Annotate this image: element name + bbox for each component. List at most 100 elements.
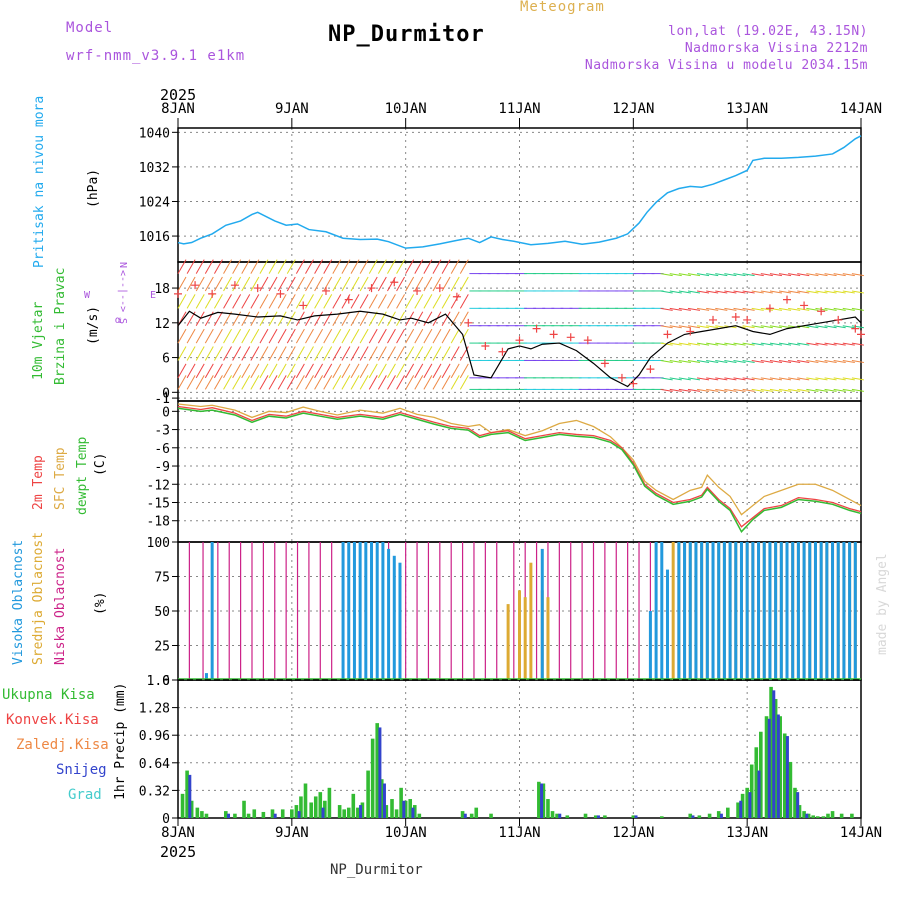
legend-total: Ukupna Kisa: [2, 687, 95, 703]
wind-barb: [751, 359, 764, 363]
wind-barb: [815, 273, 828, 277]
cloud-bar-low: [484, 542, 486, 680]
compass-e: E: [150, 290, 156, 301]
wind-barb: [459, 276, 469, 292]
precip-total-bar: [778, 716, 782, 818]
wind-barb: [441, 311, 451, 326]
cloud-bar-low: [592, 542, 595, 680]
cloud-bar-low: [188, 542, 190, 680]
wind-barb: [359, 311, 369, 326]
wind-barb: [232, 328, 242, 344]
cloud-bar-low: [473, 542, 475, 680]
precip-total-bar: [764, 716, 769, 818]
wind-barb: [441, 328, 451, 344]
x-tick-label-top: 13JAN: [726, 101, 768, 117]
wind-barb: [314, 375, 324, 390]
precip-total-bar: [583, 813, 588, 818]
precip-total-bar: [850, 813, 854, 818]
wind-barb: [368, 375, 378, 390]
wind-barb: [423, 328, 433, 344]
wind-barb: [359, 328, 369, 344]
wind-barb: [797, 273, 810, 277]
precip-total-bar: [782, 733, 787, 818]
gust-marker: [452, 292, 461, 301]
wind-barb: [232, 311, 242, 326]
y-tick-label: 1040: [139, 126, 170, 141]
precip-total-bar: [749, 764, 754, 818]
precip-total-bar: [773, 698, 778, 818]
precip-total-bar: [460, 811, 465, 818]
cloud-bar-low: [496, 542, 498, 680]
wind-barb: [377, 363, 387, 379]
precip-total-bar: [474, 807, 479, 818]
wind-barb: [669, 388, 682, 392]
gust-marker: [321, 286, 330, 295]
wind-barb: [724, 307, 737, 311]
wind-barb: [341, 363, 351, 379]
wind-barb: [350, 346, 360, 361]
precip-snow-bar: [739, 800, 743, 818]
x-tick-label-bottom: 9JAN: [275, 825, 309, 841]
wind-barb: [195, 375, 205, 390]
precip-total-bar: [839, 813, 844, 818]
wind-barb: [213, 328, 223, 344]
precip-snow-bar: [776, 714, 780, 818]
precip-total-bar: [318, 792, 323, 818]
wind-barb: [359, 363, 369, 379]
wind-barb: [797, 388, 810, 392]
wind-barb: [687, 377, 701, 381]
wind-barb: [405, 346, 415, 361]
cloud-bar-low: [439, 542, 441, 680]
wind-barb: [213, 346, 223, 361]
precip-total-bar: [417, 813, 422, 818]
wind-barb: [441, 276, 451, 292]
wind-barb: [769, 325, 783, 329]
cloud-bar-high: [853, 542, 857, 680]
wind-barb: [696, 342, 710, 346]
cloud-bar-low: [427, 542, 430, 680]
wind-barb: [806, 325, 819, 329]
x-tick-label-bottom: 8JAN: [161, 825, 195, 841]
wind-barb: [824, 342, 837, 346]
wind-barb: [377, 346, 387, 361]
wind-barb: [441, 346, 451, 361]
wind-barb: [213, 311, 223, 326]
wind-barb: [751, 325, 764, 329]
precip-total-bar: [826, 813, 830, 818]
wind-barb: [405, 294, 415, 309]
wind-barb: [769, 290, 783, 294]
gust-marker: [549, 330, 558, 339]
wind-barb: [232, 363, 242, 379]
precip-total-bar: [815, 816, 820, 818]
wind-barb: [788, 290, 801, 294]
cloud-bar-high: [370, 542, 374, 680]
precip-total-bar: [830, 811, 835, 818]
wind-barb: [450, 375, 460, 390]
dewpoint-line: [177, 407, 862, 533]
wind-barb: [669, 273, 682, 277]
wind-barb: [387, 346, 396, 361]
wind-barb: [186, 363, 196, 379]
panel-frame: [177, 261, 862, 402]
wind-barb: [450, 328, 460, 344]
precip-total-bar: [270, 809, 275, 818]
compass-alpha: α: [115, 315, 121, 326]
y-tick-label: 100: [147, 536, 170, 551]
wind-barb: [250, 276, 260, 292]
precip-total-bar: [261, 811, 266, 818]
y-tick-label: 0.64: [139, 757, 170, 772]
wind-barb: [377, 375, 387, 390]
wind-barb: [751, 377, 764, 381]
x-tick-label-bottom: 10JAN: [385, 825, 427, 841]
wind-barb: [368, 259, 378, 274]
wind-barb: [341, 276, 351, 292]
wind-barb: [788, 359, 801, 363]
wind-barb: [824, 290, 837, 294]
wind-barb: [341, 328, 351, 344]
wind-barb: [223, 328, 232, 344]
wind-barb: [660, 359, 673, 363]
wind-barb: [660, 388, 673, 392]
wind-barb: [760, 388, 773, 392]
precip-total-bar: [697, 815, 702, 818]
wind-barb: [396, 294, 405, 309]
